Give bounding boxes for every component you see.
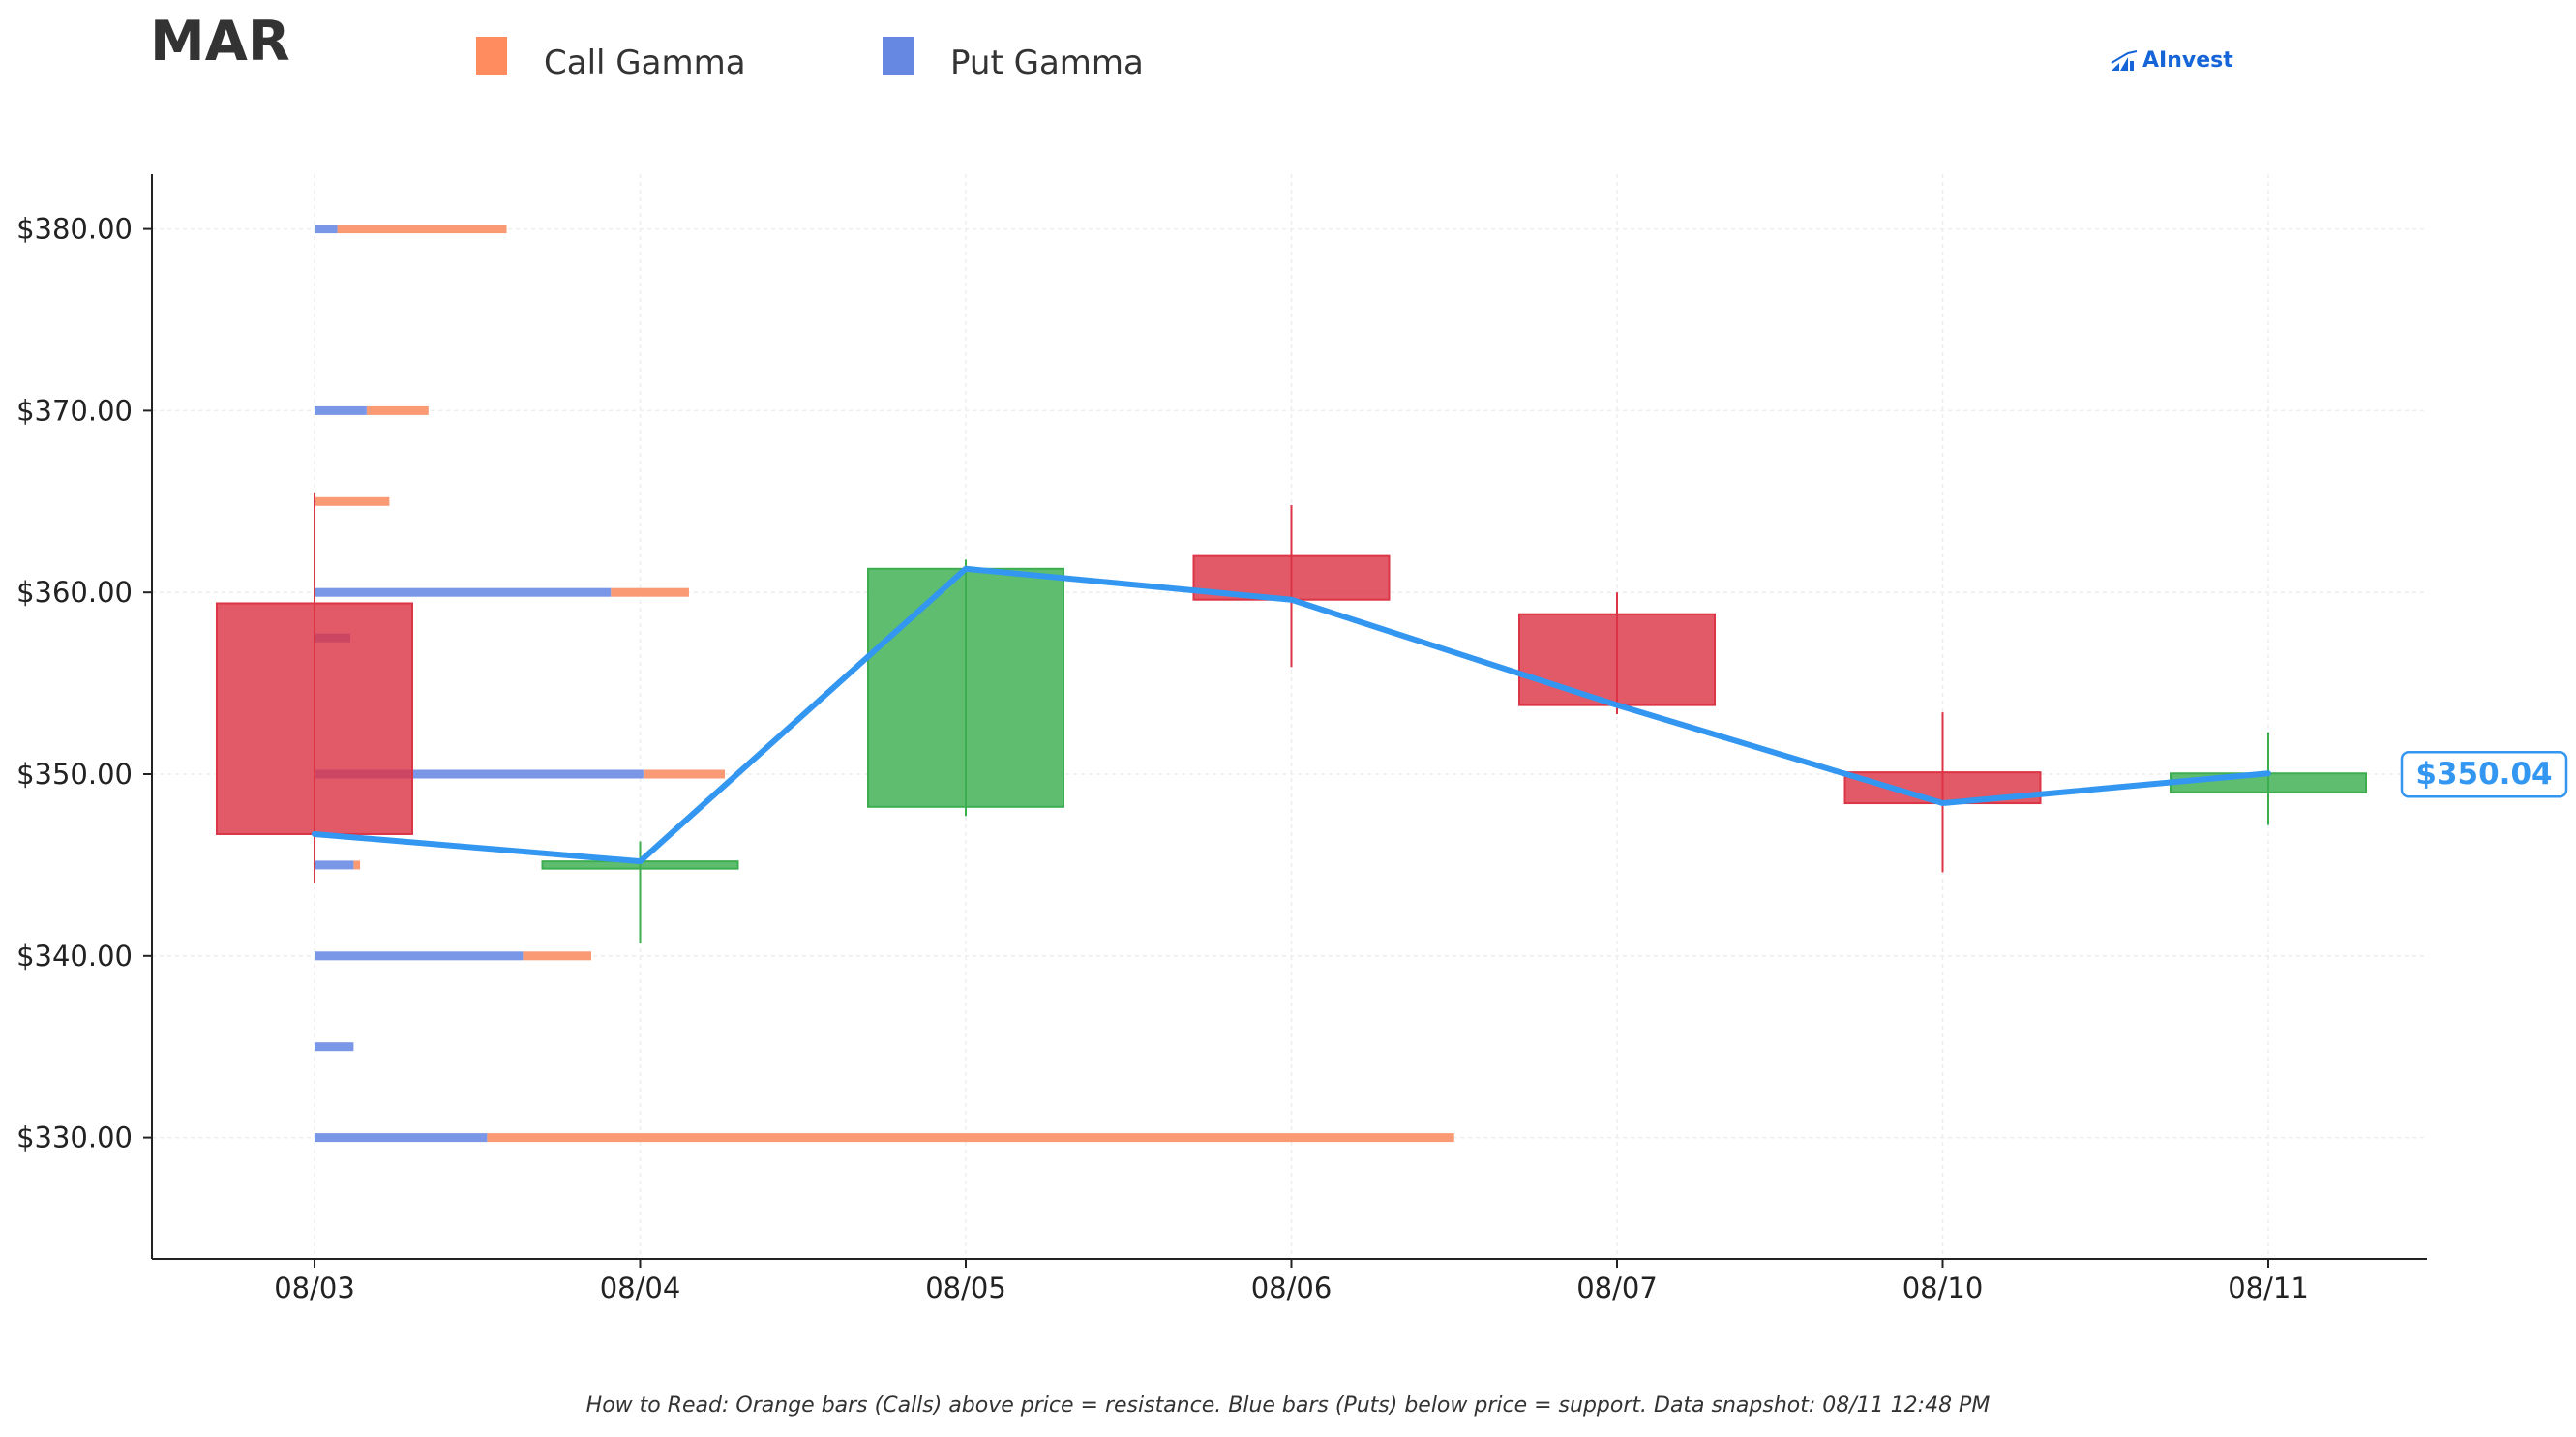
put-gamma-bar	[315, 769, 644, 779]
current-price-label: $350.04	[2415, 757, 2552, 792]
candle-body	[867, 567, 1064, 808]
brand-name: AInvest	[2142, 48, 2233, 73]
put-gamma-bar	[315, 1133, 488, 1143]
put-gamma-legend-swatch	[883, 37, 914, 75]
brand-chart-icon	[2111, 49, 2138, 71]
x-tick-label: 08/10	[1902, 1272, 1984, 1304]
call-gamma-legend-label: Call Gamma	[544, 44, 746, 82]
brand-logo: AInvest	[2110, 48, 2233, 73]
price-line	[312, 565, 2271, 865]
x-tick-label: 08/05	[925, 1272, 1006, 1304]
candle-body	[1518, 613, 1716, 706]
put-gamma-bar	[315, 1042, 354, 1052]
gamma-bars	[315, 225, 1454, 1143]
y-tick-label: $370.00	[16, 394, 133, 427]
x-tick-label: 08/11	[2228, 1272, 2309, 1304]
call-gamma-bar	[353, 860, 361, 870]
x-tick-label: 08/03	[274, 1272, 355, 1304]
y-tick-label: $350.00	[16, 758, 133, 791]
y-tick-label: $340.00	[16, 940, 133, 973]
current-price-box	[2400, 750, 2568, 798]
ticker-title: MAR	[150, 10, 290, 74]
call-gamma-bar	[523, 951, 592, 961]
call-gamma-bar	[643, 769, 725, 779]
y-tick-label: $330.00	[16, 1122, 133, 1154]
call-gamma-bar	[366, 405, 429, 415]
x-tick-label: 08/07	[1576, 1272, 1658, 1304]
put-gamma-legend-label: Put Gamma	[950, 44, 1144, 82]
call-gamma-bar	[315, 496, 390, 506]
x-tick-label: 08/06	[1251, 1272, 1333, 1304]
candle-body	[216, 602, 413, 835]
put-gamma-bar	[315, 951, 524, 961]
axes: $330.00 $340.00 $350.00 $360.00 $370.00 $380.…	[16, 174, 2427, 1304]
candlestick-chart: $330.00 $340.00 $350.00 $360.00 $370.00 $380.…	[16, 174, 2568, 1304]
current-price-badge: $350.04	[2400, 750, 2568, 798]
put-gamma-bar	[315, 405, 367, 415]
put-gamma-bar	[315, 587, 612, 597]
call-gamma-bar	[611, 587, 689, 597]
call-gamma-legend-swatch	[476, 37, 507, 75]
call-gamma-bar	[337, 225, 507, 234]
price-line-layer	[312, 565, 2271, 865]
footer-note: How to Read: Orange bars (Calls) above p…	[585, 1393, 1991, 1418]
gridlines	[152, 174, 2427, 1259]
x-tick-label: 08/04	[600, 1272, 681, 1304]
put-gamma-bar	[315, 860, 354, 870]
y-tick-label: $380.00	[16, 213, 133, 246]
put-gamma-bar	[315, 225, 338, 234]
y-tick-label: $360.00	[16, 576, 133, 609]
call-gamma-bar	[487, 1133, 1454, 1143]
